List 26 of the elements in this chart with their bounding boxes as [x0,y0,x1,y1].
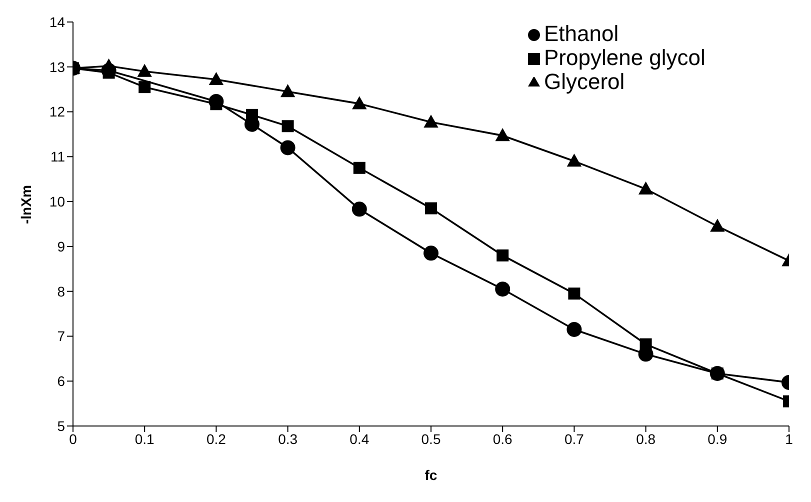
y-tick-label: 10 [49,194,66,210]
y-tick-label: 8 [57,283,66,300]
x-tick-label: 0.1 [134,430,155,447]
y-tick-label: 14 [49,14,66,30]
y-tick-label: 9 [57,238,66,254]
y-axis-title: -lnXm [18,185,34,224]
x-tick-label: 0.9 [708,430,728,447]
x-tick-label: 0.6 [492,430,513,447]
x-tick-label: 0.3 [278,430,298,447]
x-tick-label: 0.2 [206,430,226,447]
x-tick-label: 0.7 [564,430,584,447]
y-tick-label: 12 [49,104,66,120]
y-tick-label: 7 [57,328,66,344]
y-tick-label: 5 [57,418,66,434]
y-tick-label: 11 [50,148,66,165]
y-tick-label: 13 [49,58,66,75]
x-tick-label: 0.4 [350,430,370,447]
legend-label: Propylene glycol [544,45,706,70]
x-tick-label: 0 [69,430,78,447]
x-tick-label: 0.5 [421,430,441,447]
legend-label: Glycerol [544,69,625,94]
x-tick-label: 0.8 [636,430,656,447]
y-tick-label: 6 [57,373,66,390]
x-axis-title: fc [424,467,438,483]
legend-label: Ethanol [544,21,619,46]
x-tick-label: 1 [785,430,794,447]
